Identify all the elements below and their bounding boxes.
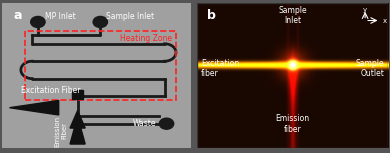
Text: Emission
fiber: Emission fiber [275, 114, 310, 134]
Text: MP Inlet: MP Inlet [46, 11, 76, 21]
Circle shape [93, 16, 108, 28]
Polygon shape [70, 116, 85, 144]
Text: a: a [13, 9, 22, 22]
Text: y: y [363, 7, 367, 13]
Text: b: b [207, 9, 215, 22]
Bar [72, 90, 83, 99]
Text: Excitation
fiber: Excitation fiber [201, 59, 239, 78]
Text: x: x [383, 18, 387, 24]
Text: Excitation Fiber: Excitation Fiber [21, 86, 80, 95]
Text: Emission
Fiber: Emission Fiber [54, 115, 67, 147]
FancyBboxPatch shape [0, 0, 195, 151]
Bar [25, 31, 176, 101]
Polygon shape [9, 101, 58, 115]
Text: Sample
Outlet: Sample Outlet [356, 59, 384, 78]
Text: Waste: Waste [133, 119, 156, 128]
Polygon shape [70, 111, 85, 128]
Text: Sample Inlet: Sample Inlet [106, 11, 154, 21]
Circle shape [160, 118, 174, 129]
Text: Sample
Inlet: Sample Inlet [278, 6, 307, 25]
Circle shape [31, 16, 45, 28]
Text: Heating Zone: Heating Zone [120, 34, 172, 43]
